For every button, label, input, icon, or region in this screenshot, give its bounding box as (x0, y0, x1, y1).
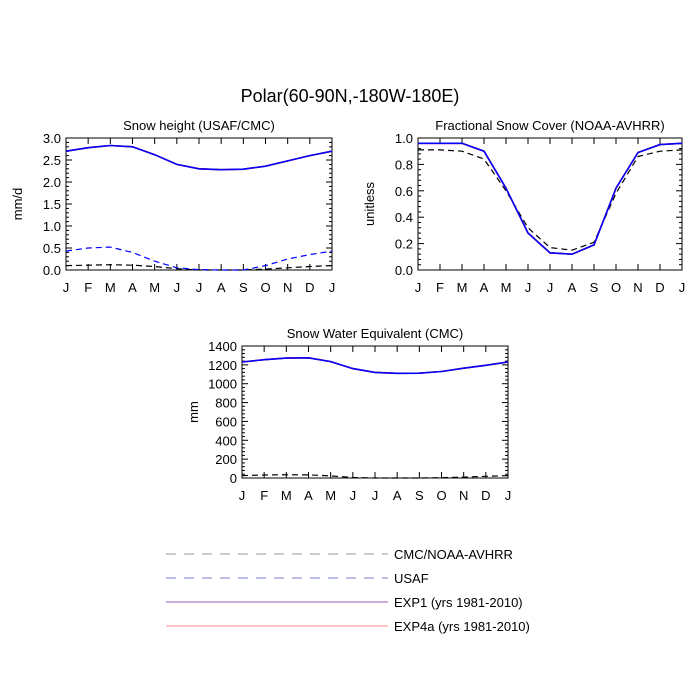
legend: CMC/NOAA-AVHRR USAF EXP1 (yrs 1981-2010) EX… (166, 547, 530, 634)
x-tick-label: M (105, 280, 116, 295)
series-line-exp4a-yrs-1981-2010 (418, 142, 683, 256)
chart-panel-2: Fractional Snow Cover (NOAA-AVHRR) unitle… (362, 118, 685, 295)
y-tick-label: 0.8 (395, 157, 413, 172)
series-line-exp1-yrs-1981-2010 (65, 144, 333, 171)
x-tick-label: D (305, 280, 314, 295)
chart-panel-1: Snow height (USAF/CMC) mm/d 0.0 0.5 1.0 1.5 2.… (10, 118, 335, 295)
legend-label: CMC/NOAA-AVHRR (394, 547, 513, 562)
x-tick-label: M (457, 280, 468, 295)
series-line-exp1-yrs-1981-2010 (418, 142, 683, 256)
x-tick-label: M (281, 488, 292, 503)
y-tick-label: 0.4 (395, 210, 413, 225)
y-tick-label: 0.6 (395, 184, 413, 199)
y-tick-label: 600 (215, 414, 237, 429)
y-axis-label: mm (186, 401, 201, 423)
plot-frame (65, 137, 333, 271)
y-tick-label: 800 (215, 396, 237, 411)
x-tick-label: F (84, 280, 92, 295)
x-tick-label: J (239, 488, 246, 503)
y-tick-label: 0.2 (395, 237, 413, 252)
x-tick-label: J (505, 488, 512, 503)
y-tick-label: 1400 (208, 339, 237, 354)
chart-panel-3: Snow Water Equivalent (CMC) mm 0 200 400 600 8… (186, 326, 511, 503)
series-line-cmc-noaa-avhrr (65, 264, 333, 271)
x-tick-label: A (128, 280, 137, 295)
x-tick-label: D (655, 280, 664, 295)
x-tick-label: J (63, 280, 70, 295)
x-tick-label: O (436, 488, 446, 503)
y-tick-label: 0.0 (43, 263, 61, 278)
x-tick-label: A (217, 280, 226, 295)
x-tick-label: S (590, 280, 599, 295)
y-tick-label: 2.5 (43, 153, 61, 168)
x-tick-label: O (260, 280, 270, 295)
y-tick-label: 3.0 (43, 131, 61, 146)
x-tick-label: D (481, 488, 490, 503)
x-tick-label: A (568, 280, 577, 295)
y-axis-label: unitless (362, 181, 377, 226)
y-tick-label: 0.5 (43, 241, 61, 256)
x-tick-label: J (174, 280, 181, 295)
x-tick-label: N (283, 280, 292, 295)
legend-label: USAF (394, 571, 429, 586)
x-tick-label: J (679, 280, 686, 295)
x-tick-label: J (525, 280, 532, 295)
plot-frame (417, 137, 683, 271)
series-line-cmc-noaa-avhrr (241, 474, 509, 479)
x-tick-label: J (547, 280, 554, 295)
legend-label: EXP1 (yrs 1981-2010) (394, 595, 523, 610)
chart-title: Fractional Snow Cover (NOAA-AVHRR) (435, 118, 664, 133)
series-line-usaf (65, 246, 333, 271)
series-line-cmc-noaa-avhrr (418, 149, 683, 251)
x-tick-label: N (633, 280, 642, 295)
x-tick-label: J (372, 488, 379, 503)
y-tick-label: 200 (215, 452, 237, 467)
legend-label: EXP4a (yrs 1981-2010) (394, 619, 530, 634)
y-axis-label: mm/d (10, 188, 25, 221)
x-tick-label: A (480, 280, 489, 295)
y-tick-label: 1.0 (395, 131, 413, 146)
y-tick-label: 1200 (208, 358, 237, 373)
x-tick-label: M (501, 280, 512, 295)
figure-title: Polar(60-90N,-180W-180E) (241, 86, 460, 106)
x-tick-label: N (459, 488, 468, 503)
x-tick-label: J (350, 488, 357, 503)
x-tick-label: A (304, 488, 313, 503)
x-tick-label: F (260, 488, 268, 503)
y-tick-label: 1.0 (43, 219, 61, 234)
x-tick-label: M (149, 280, 160, 295)
plot-frame (241, 345, 509, 479)
x-tick-label: J (329, 280, 336, 295)
x-tick-label: J (415, 280, 422, 295)
x-tick-label: F (436, 280, 444, 295)
y-tick-label: 400 (215, 433, 237, 448)
chart-title: Snow height (USAF/CMC) (123, 118, 275, 133)
series-line-exp4a-yrs-1981-2010 (241, 356, 509, 375)
series-line-exp1-yrs-1981-2010 (241, 356, 509, 375)
series-line-exp4a-yrs-1981-2010 (65, 144, 333, 171)
y-tick-label: 0.0 (395, 263, 413, 278)
chart-panels: Snow height (USAF/CMC) mm/d 0.0 0.5 1.0 1.5 2.… (10, 118, 685, 503)
x-tick-label: S (239, 280, 248, 295)
y-tick-label: 0 (230, 471, 237, 486)
x-tick-label: O (611, 280, 621, 295)
y-tick-label: 1000 (208, 377, 237, 392)
chart-title: Snow Water Equivalent (CMC) (287, 326, 464, 341)
y-tick-label: 2.0 (43, 175, 61, 190)
x-tick-label: S (415, 488, 424, 503)
y-tick-label: 1.5 (43, 197, 61, 212)
x-tick-label: J (196, 280, 203, 295)
x-tick-label: A (393, 488, 402, 503)
x-tick-label: M (325, 488, 336, 503)
